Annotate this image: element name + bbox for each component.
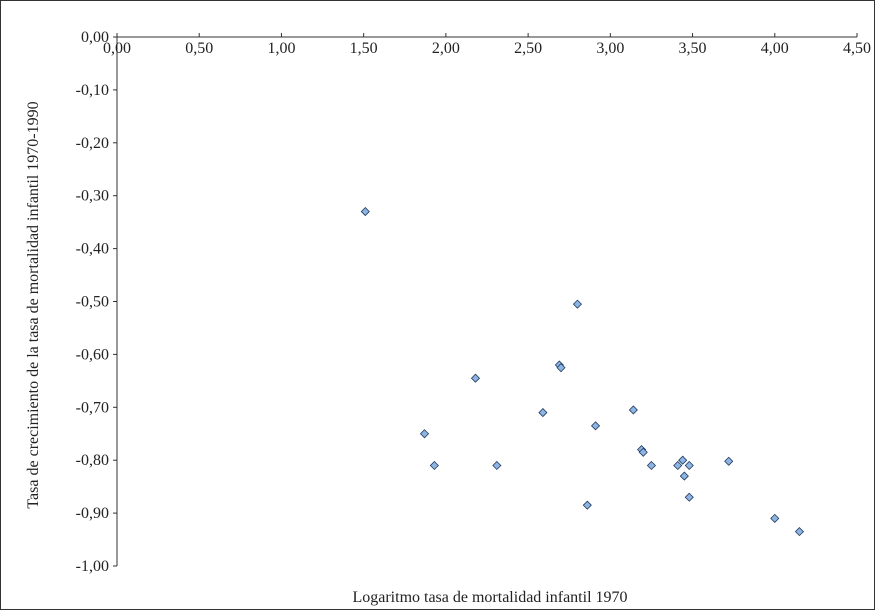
point (770, 513, 780, 523)
point (684, 460, 694, 471)
x-tick-label: 4,50 (843, 40, 871, 57)
y-tick-label: -0,70 (76, 399, 109, 416)
y-tick-label: -0,30 (76, 188, 109, 205)
point (360, 207, 370, 217)
point (628, 405, 638, 415)
y-tick-label: -0,90 (76, 505, 109, 522)
y-axis-label: Tasa de crecimiento de la tasa de mortal… (25, 101, 42, 508)
point (684, 492, 694, 502)
point (679, 471, 689, 481)
y-tick-label: -0,20 (76, 135, 109, 152)
point (794, 527, 805, 537)
x-tick-label: 2,00 (432, 40, 460, 57)
point (678, 455, 688, 465)
point (638, 447, 648, 457)
point (673, 460, 683, 471)
point (470, 373, 481, 383)
point (572, 299, 583, 309)
point (590, 421, 601, 431)
point (429, 460, 439, 471)
x-tick-label: 2,50 (514, 40, 542, 57)
x-tick-label: 3,50 (679, 40, 707, 57)
point (492, 460, 502, 471)
y-tick-label: -0,50 (76, 294, 109, 311)
x-tick-label: 3,00 (596, 40, 624, 57)
y-tick-label: -0,10 (76, 82, 109, 99)
point (582, 500, 592, 510)
point (556, 363, 566, 373)
point (538, 408, 548, 418)
x-tick-label: 1,00 (267, 40, 295, 57)
point (646, 460, 657, 471)
x-tick-label: 1,50 (350, 40, 378, 57)
x-axis-label: Logaritmo tasa de mortalidad infantil 19… (352, 589, 627, 606)
y-tick-label: -0,60 (76, 346, 109, 363)
y-tick-label: -0,80 (76, 452, 109, 469)
y-tick-label: -1,00 (76, 558, 109, 575)
y-tick-label: -0,40 (76, 241, 109, 258)
point (419, 429, 430, 439)
x-tick-label: 0,50 (185, 40, 213, 57)
x-tick-label: 0,00 (103, 40, 131, 57)
point (724, 456, 734, 466)
y-tick-label: 0,00 (81, 29, 109, 46)
x-tick-label: 4,00 (761, 40, 789, 57)
